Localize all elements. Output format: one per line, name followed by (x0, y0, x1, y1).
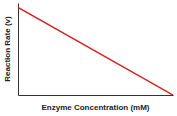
data-line (18, 7, 173, 95)
chart: Enzyme Concentration (mM) Reaction Rate (… (0, 0, 177, 116)
marks (18, 7, 173, 95)
x-axis-line (19, 95, 174, 96)
x-axis (19, 95, 174, 96)
x-axis-title: Enzyme Concentration (mM) (41, 103, 149, 112)
y-axis-line (18, 4, 19, 96)
y-axis-title: Reaction Rate (v) (3, 16, 12, 82)
plot (18, 4, 174, 96)
y-axis (18, 4, 19, 96)
